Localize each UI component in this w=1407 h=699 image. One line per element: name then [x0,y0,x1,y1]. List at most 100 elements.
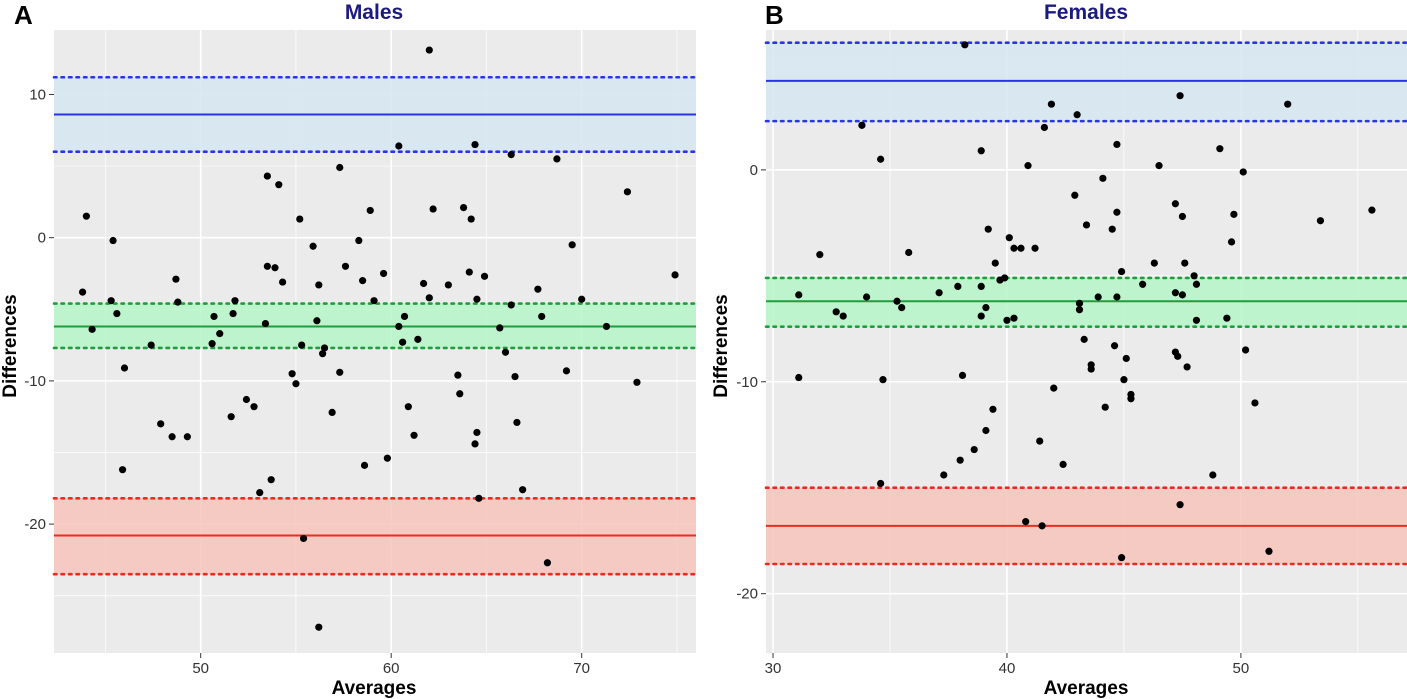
panel-a-data-point [553,155,561,163]
panel-b-data-point [1171,200,1179,208]
panel-b-data-point [1117,554,1126,562]
panel-b-data-point [1176,92,1184,100]
panel-a-data-point [299,534,308,543]
panel-b-y-tick-label: 0 [750,162,758,179]
panel-b-mean-bias-ci-band [766,277,1407,327]
panel-a-axis-ticks: 50 60 70 -20 -10 0 10 [24,86,590,677]
panel-b-data-point [832,308,840,316]
panel-a-data-point [157,420,165,428]
panel-b-data-point [862,293,871,301]
panel-b-data-point [1122,354,1130,363]
panel-a-label: A [14,0,33,30]
panel-a-y-tick-label: -10 [24,373,46,390]
panel-a-data-point [480,272,489,280]
panel-b-data-point [1150,259,1158,267]
panel-a-data-point [216,330,224,338]
panel-a-data-point [496,324,504,332]
panel-b-data-point [795,291,803,299]
panel-b-data-point [1113,208,1121,216]
panel-b-y-axis-title: Differences [711,294,732,398]
panel-b-data-point [991,259,999,267]
panel-b-data-point [1075,306,1084,314]
panel-a-data-point [109,236,117,245]
panel-a-data-point [355,236,363,245]
panel-b-data-point [795,373,803,382]
panel-a-data-point [271,264,279,272]
panel-a-agreement-lines [52,75,698,576]
panel-b-data-point [1047,100,1056,108]
panel-a-x-axis-title: Averages [332,678,417,699]
panel-b-data-point [877,155,885,163]
panel-b-data-point [1251,399,1259,407]
panel-a-y-axis-title: Differences [0,294,21,398]
panel-b-data-point [1316,217,1325,225]
panel-a-data-point [459,203,468,212]
panel-a-data-point [315,281,323,289]
panel-a-data-point [360,461,369,469]
panel-a-data-point [210,312,218,321]
panel-a-data-point [507,301,515,309]
panel-a-data-point [471,440,479,448]
panel-b-agreement-bands [766,42,1407,564]
panel-a-data-point [229,309,237,318]
panel-b-data-point [1265,547,1273,555]
panel-b-data-point [954,282,962,291]
panel-a-data-point [267,476,275,484]
panel-a-data-point [419,279,428,288]
panel-b-data-point [1117,267,1126,276]
panel-b-data-point [958,371,967,380]
panel-b-data-point [1192,280,1201,288]
panel-a-data-point [292,380,300,388]
panel-a-y-tick-label: 10 [29,86,46,103]
panel-b-data-point [816,251,824,259]
panel-b-data-point [1101,403,1109,411]
panel-a-data-point [279,278,287,286]
panel-b-data-point [1155,162,1163,170]
panel-a-data-point [473,295,481,303]
panel-b-data-point [984,225,992,233]
panel-b-data-point [935,289,943,297]
panel-a-data-point [454,371,462,379]
panel-a-data-point [168,433,176,441]
panel-b-data-point [1073,111,1081,119]
panel-b-data-point [1108,225,1116,233]
panel-a-data-point [425,46,433,54]
panel-a-data-point [414,335,422,343]
panel-b-y-tick-label: -20 [736,586,758,603]
panel-b-data-point [1071,191,1079,199]
panel-b-data-point [1171,289,1179,297]
panel-b-data-point [1120,376,1128,384]
panel-b-data-point [1178,212,1187,221]
panel-b-data-point [1005,234,1013,242]
panel-a-data-point [543,559,552,567]
panel-a-data-point [379,269,388,278]
panel-b-data-point [982,426,990,435]
panel-a-data-point [231,297,239,305]
panel-a-data-point [78,288,87,296]
panel-b-data-point [977,282,985,291]
panel-a-y-tick-label: 0 [38,230,46,247]
panel-b-data-point [898,303,906,312]
panel-b-data-point [1183,363,1191,371]
panel-a-data-point [370,297,378,305]
panel-b-data-point [1010,244,1018,252]
panel-b-data-point [1230,210,1238,218]
panel-b-data-points [795,41,1376,562]
panel-b-data-point [1075,299,1084,307]
panel-a-data-point [183,433,191,441]
panel-b-data-point [1216,145,1224,153]
panel-b-data-point [961,41,969,49]
panel-a-data-point [315,623,323,631]
panel-a-data-point [298,341,306,349]
panel-b-data-point [1239,168,1247,176]
panel-a-data-point [242,395,251,404]
panel-a-data-point [444,281,452,289]
panel-a-data-point [511,372,519,381]
panel-b-data-point [1192,316,1201,324]
panel-b-data-point [1368,206,1376,214]
panel-a-data-point [313,317,321,325]
panel-b-data-point [1087,361,1095,369]
panel-a-data-point [399,338,407,346]
panel-a-data-point [147,341,155,349]
